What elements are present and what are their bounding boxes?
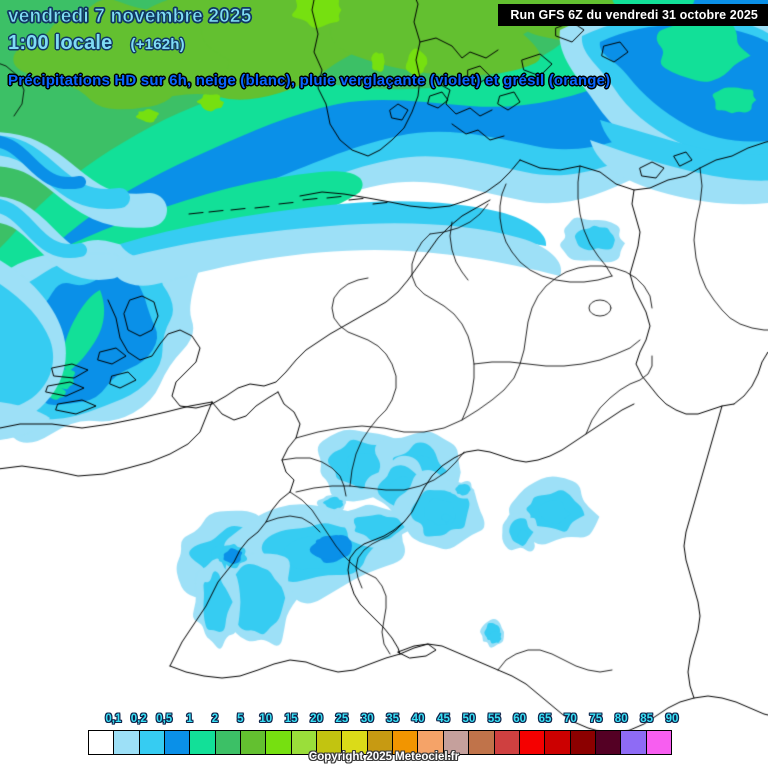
model-run-banner: Run GFS 6Z du vendredi 31 octobre 2025 (498, 4, 768, 26)
legend-swatch[interactable] (114, 731, 140, 754)
legend-tick-labels: 0,1 0,2 0,5 1 2 5 10 15 20 25 30 35 40 45 50 55 60 65 70 75… (88, 713, 678, 729)
legend-tick-label: 0,5 (156, 713, 173, 725)
legend-swatch[interactable] (89, 731, 115, 754)
legend-swatch[interactable] (621, 731, 647, 754)
legend-tick-label: 90 (665, 713, 679, 725)
legend-swatch[interactable] (342, 731, 368, 754)
forecast-date-label: vendredi 7 novembre 2025 (8, 6, 252, 28)
legend-tick-label: 20 (310, 713, 323, 725)
legend-tick-label: 0,2 (130, 713, 147, 725)
legend-swatch[interactable] (595, 731, 622, 754)
legend-tick-label: 0,1 (105, 713, 122, 725)
legend-swatch[interactable] (139, 731, 166, 754)
legend-tick-label: 40 (411, 713, 425, 725)
legend-tick-label: 55 (487, 713, 501, 725)
legend-swatch[interactable] (494, 731, 520, 754)
legend-color-bar[interactable] (88, 730, 672, 755)
legend-tick-label: 5 (237, 713, 244, 725)
legend-swatch[interactable] (519, 731, 546, 754)
legend-tick-label: 15 (284, 713, 298, 725)
legend-tick-label: 60 (513, 713, 527, 725)
legend-swatch[interactable] (443, 731, 470, 754)
map-subtitle-label: Précipitations HD sur 6h, neige (blanc),… (8, 72, 611, 89)
legend-swatch[interactable] (367, 731, 394, 754)
copyright-label: Copyright 2025 Meteociel.fr (308, 751, 460, 763)
legend-swatch[interactable] (266, 731, 292, 754)
legend-tick-label: 30 (360, 713, 374, 725)
legend-swatch[interactable] (317, 731, 343, 754)
legend-swatch[interactable] (190, 731, 216, 754)
legend-tick-label: 50 (462, 713, 476, 725)
legend-swatch[interactable] (469, 731, 495, 754)
legend-swatch[interactable] (418, 731, 444, 754)
legend-swatch[interactable] (291, 731, 318, 754)
legend-tick-label: 75 (589, 713, 603, 725)
legend-tick-label: 35 (386, 713, 400, 725)
legend-tick-label: 70 (564, 713, 577, 725)
legend-tick-label: 2 (211, 713, 219, 725)
forecast-time-row: 1:00 locale (+162h) (8, 32, 185, 55)
precipitation-legend: 0,1 0,2 0,5 1 2 5 10 15 20 25 30 35 40 45 50 55 60 65 70 75… (88, 713, 678, 755)
legend-swatch[interactable] (393, 731, 419, 754)
legend-tick-label: 65 (538, 713, 552, 725)
legend-tick-label: 10 (259, 713, 273, 725)
legend-tick-label: 25 (335, 713, 349, 725)
forecast-offset-label: (+162h) (130, 36, 185, 53)
legend-swatch[interactable] (545, 731, 571, 754)
legend-swatch[interactable] (646, 731, 671, 754)
legend-swatch[interactable] (215, 731, 242, 754)
legend-tick-label: 85 (640, 713, 653, 725)
legend-tick-label: 1 (186, 713, 193, 725)
legend-swatch[interactable] (241, 731, 267, 754)
forecast-time-label: 1:00 locale (8, 32, 113, 54)
legend-swatch[interactable] (570, 731, 596, 754)
legend-tick-label: 80 (614, 713, 628, 725)
legend-tick-label: 45 (437, 713, 450, 725)
legend-swatch[interactable] (165, 731, 191, 754)
